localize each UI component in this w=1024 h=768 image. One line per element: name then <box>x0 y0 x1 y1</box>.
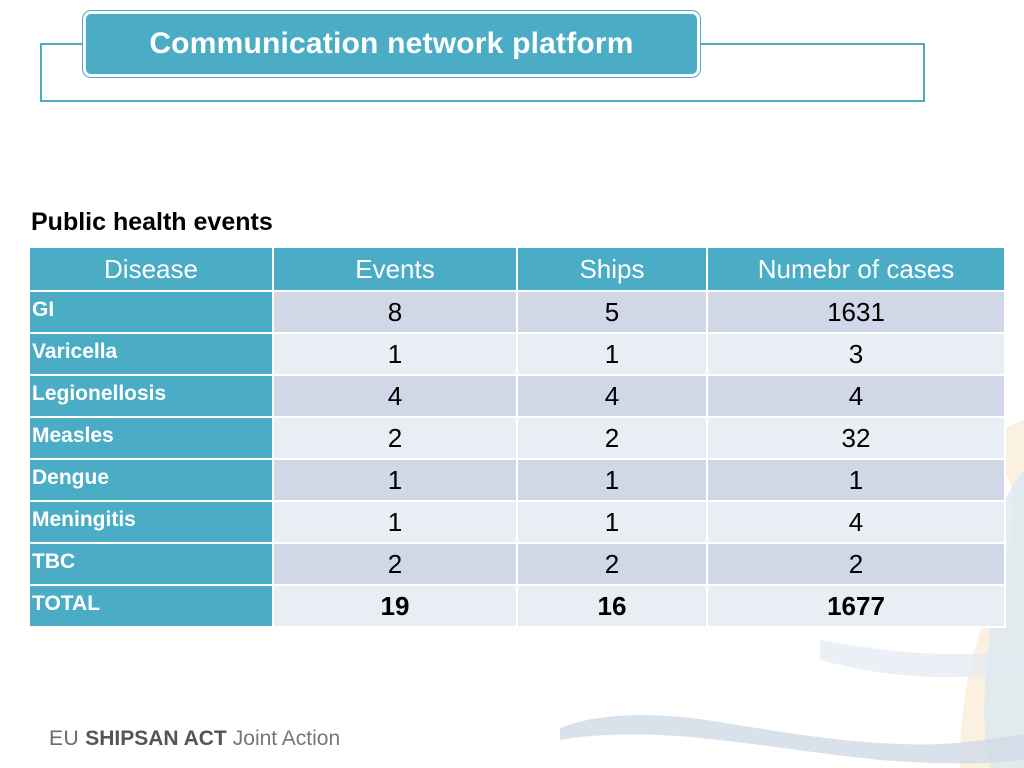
cases-cell: 2 <box>706 542 1006 586</box>
title-banner: Communication network platform <box>83 11 700 77</box>
table-row: Varicella 1 1 3 <box>28 332 1006 376</box>
footer-eu: EU <box>49 727 80 750</box>
events-cell: 2 <box>272 416 518 460</box>
ships-cell: 5 <box>516 290 708 334</box>
footer-joint-action: Joint Action <box>232 727 341 750</box>
events-cell: 8 <box>272 290 518 334</box>
ships-cell: 2 <box>516 542 708 586</box>
cases-total-cell: 1677 <box>706 584 1006 628</box>
table-total-row: TOTAL 19 16 1677 <box>28 584 1006 628</box>
ships-total-cell: 16 <box>516 584 708 628</box>
cases-cell: 3 <box>706 332 1006 376</box>
cases-cell: 4 <box>706 374 1006 418</box>
events-cell: 1 <box>272 458 518 502</box>
events-cell: 1 <box>272 500 518 544</box>
table-row: Measles 2 2 32 <box>28 416 1006 460</box>
ships-cell: 1 <box>516 500 708 544</box>
disease-cell: TBC <box>28 542 274 586</box>
cases-cell: 1631 <box>706 290 1006 334</box>
disease-cell: GI <box>28 290 274 334</box>
disease-cell: Measles <box>28 416 274 460</box>
events-total-cell: 19 <box>272 584 518 628</box>
public-health-events-table: Disease Events Ships Numebr of cases GI … <box>28 246 1006 628</box>
ships-cell: 4 <box>516 374 708 418</box>
table-row: TBC 2 2 2 <box>28 542 1006 586</box>
section-heading: Public health events <box>31 208 273 236</box>
table-row: Dengue 1 1 1 <box>28 458 1006 502</box>
table-header-row: Disease Events Ships Numebr of cases <box>28 246 1006 292</box>
cases-cell: 1 <box>706 458 1006 502</box>
disease-cell: TOTAL <box>28 584 274 628</box>
disease-cell: Meningitis <box>28 500 274 544</box>
ships-cell: 2 <box>516 416 708 460</box>
ships-cell: 1 <box>516 332 708 376</box>
disease-cell: Dengue <box>28 458 274 502</box>
cases-cell: 32 <box>706 416 1006 460</box>
header-cases: Numebr of cases <box>706 246 1006 292</box>
footer-brand: SHIPSAN ACT <box>85 727 227 750</box>
footer-logo: EU SHIPSAN ACT Joint Action <box>49 727 340 751</box>
ships-cell: 1 <box>516 458 708 502</box>
header-ships: Ships <box>516 246 708 292</box>
events-cell: 2 <box>272 542 518 586</box>
header-disease: Disease <box>28 246 274 292</box>
events-cell: 1 <box>272 332 518 376</box>
cases-cell: 4 <box>706 500 1006 544</box>
disease-cell: Legionellosis <box>28 374 274 418</box>
table-row: Meningitis 1 1 4 <box>28 500 1006 544</box>
table-row: GI 8 5 1631 <box>28 290 1006 334</box>
disease-cell: Varicella <box>28 332 274 376</box>
events-cell: 4 <box>272 374 518 418</box>
table-row: Legionellosis 4 4 4 <box>28 374 1006 418</box>
header-events: Events <box>272 246 518 292</box>
slide-title: Communication network platform <box>149 27 634 60</box>
